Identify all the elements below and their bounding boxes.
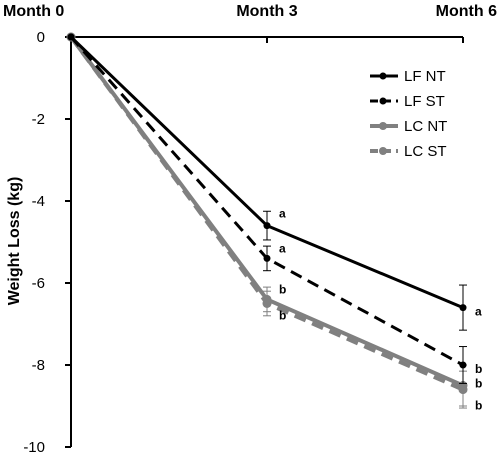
x-category-label: Month 3: [236, 3, 297, 20]
data-point: [262, 299, 272, 308]
y-tick-label: -6: [32, 275, 45, 292]
legend-label: LF NT: [404, 68, 446, 85]
data-point: [459, 304, 467, 312]
axes: 0 -2 -4 -6 -8 -10 Month 0 Month 3 Month 6: [3, 3, 497, 456]
significance-label: a: [279, 241, 286, 255]
y-axis-label: Weight Loss (kg): [6, 177, 23, 306]
y-tick-label: -8: [32, 357, 45, 374]
legend-marker: [379, 147, 387, 155]
legend-marker: [379, 122, 387, 130]
y-tick-label: -2: [32, 111, 45, 128]
significance-label: a: [475, 305, 482, 319]
significance-label: b: [475, 399, 482, 413]
significance-label: b: [475, 362, 482, 376]
legend-label: LF ST: [404, 93, 445, 110]
legend-label: LC ST: [404, 143, 447, 160]
x-category-label: Month 6: [436, 3, 497, 20]
legend-marker: [379, 72, 387, 80]
legend-label: LC NT: [404, 118, 447, 135]
x-category-label: Month 0: [3, 3, 64, 20]
data-point: [263, 222, 271, 230]
data-point: [67, 33, 75, 41]
legend: LF NT LF ST LC NT LC ST: [370, 68, 447, 160]
data-point: [459, 361, 467, 369]
y-tick-label: -4: [32, 193, 45, 210]
data-point: [263, 254, 271, 262]
series-layer: [66, 32, 468, 409]
y-tick-label: -10: [23, 439, 45, 456]
significance-label: a: [279, 207, 286, 221]
significance-label: b: [475, 377, 482, 391]
significance-label: b: [279, 309, 286, 323]
significance-label: b: [279, 282, 286, 296]
data-point: [458, 385, 468, 395]
legend-marker: [379, 97, 387, 105]
y-tick-label: 0: [37, 29, 45, 46]
